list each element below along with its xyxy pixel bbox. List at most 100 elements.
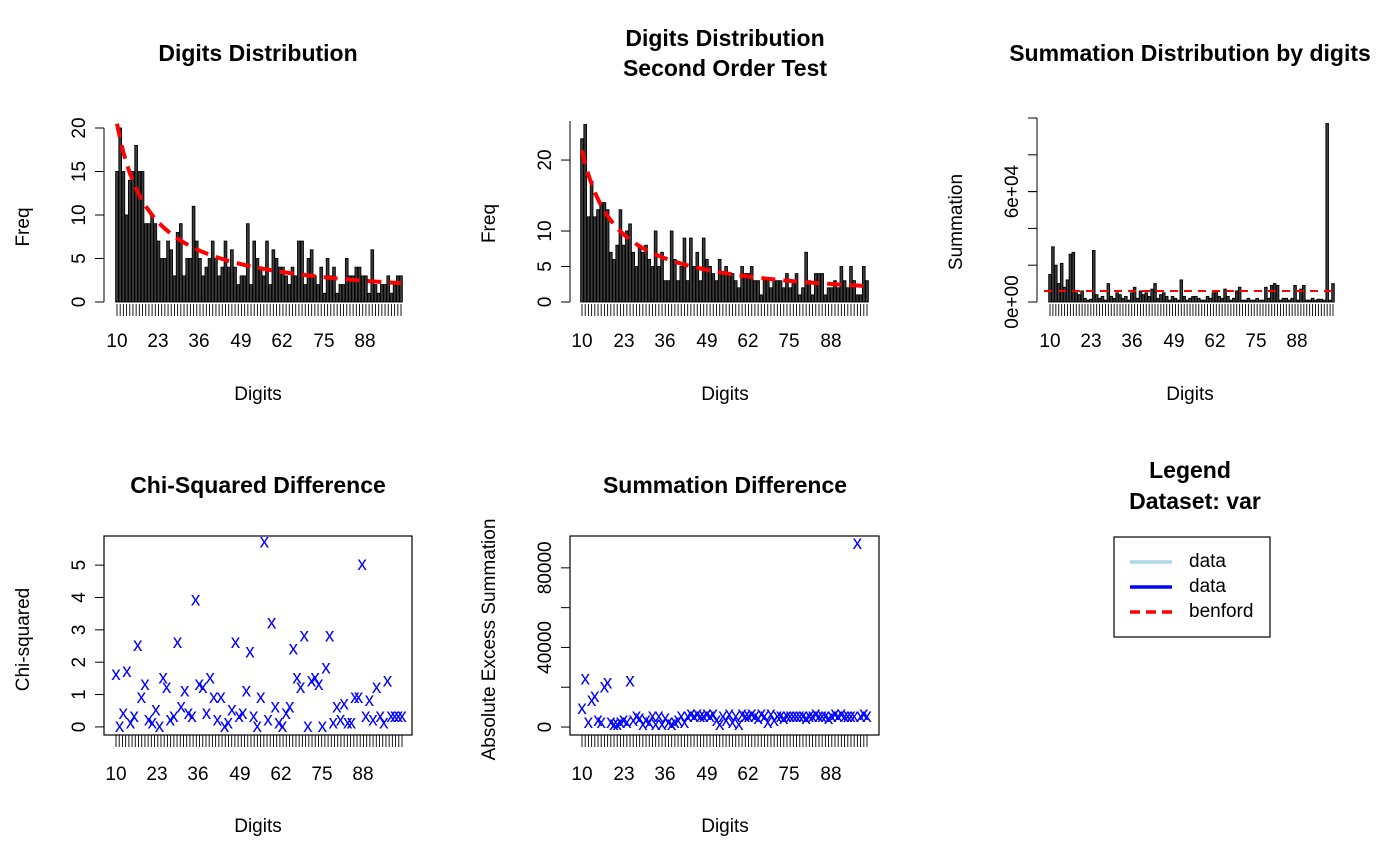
data-point: x xyxy=(667,714,677,735)
bar xyxy=(242,275,247,303)
data-point: x xyxy=(187,706,197,727)
data-point: x xyxy=(798,706,808,727)
bar xyxy=(204,266,209,303)
bar xyxy=(143,223,148,303)
bar xyxy=(1313,299,1318,303)
data-point: x xyxy=(712,710,722,731)
bar xyxy=(641,251,645,303)
bar xyxy=(210,240,215,303)
bar xyxy=(191,205,196,303)
bar xyxy=(1109,296,1114,303)
data-point: x xyxy=(307,671,317,692)
data-point: x xyxy=(155,716,165,737)
bar xyxy=(1202,299,1207,303)
bar xyxy=(1182,296,1186,303)
bar xyxy=(396,275,400,303)
x-tick-label: 62 xyxy=(271,331,292,352)
data-point: x xyxy=(715,714,725,735)
data-point: x xyxy=(731,706,741,727)
y-axis-label: Summation xyxy=(946,174,967,270)
bar xyxy=(220,266,225,303)
bar xyxy=(740,266,744,303)
plot-frame xyxy=(569,535,880,736)
data-point: x xyxy=(776,706,786,727)
bar xyxy=(865,280,869,303)
y-axis-label: Freq xyxy=(479,204,500,243)
bar xyxy=(357,266,362,303)
data-point: x xyxy=(328,713,338,734)
x-tick-label: 10 xyxy=(105,764,126,785)
x-tick-label: 10 xyxy=(571,764,592,785)
bar xyxy=(1083,297,1087,303)
bar xyxy=(596,209,600,303)
x-tick-label: 88 xyxy=(354,331,375,352)
data-point: x xyxy=(129,706,139,727)
data-point: x xyxy=(245,642,255,663)
bar xyxy=(1269,284,1274,303)
x-tick-label: 49 xyxy=(1163,331,1184,352)
second-order-chart: Digits Distribution Second Order Test 0 5 10… xyxy=(479,25,869,405)
y-tick-label: 10 xyxy=(535,220,556,241)
bar xyxy=(1121,297,1125,303)
data-point: x xyxy=(725,704,735,725)
benford-line xyxy=(115,123,402,286)
data-point: x xyxy=(151,700,161,721)
bar xyxy=(1080,290,1084,303)
bar xyxy=(389,292,394,303)
bar xyxy=(217,275,221,303)
data-point: x xyxy=(590,686,600,707)
data-point: x xyxy=(859,704,869,725)
data-point: x xyxy=(747,704,757,725)
x-tick-label: 75 xyxy=(311,764,332,785)
data-point: x xyxy=(661,708,671,729)
bar xyxy=(1071,251,1076,303)
data-point: x xyxy=(281,703,291,724)
data-point: x xyxy=(336,709,346,730)
bar xyxy=(1272,283,1277,303)
bar xyxy=(383,284,387,303)
data-point: x xyxy=(808,706,818,727)
data-point: x xyxy=(350,687,360,708)
bar xyxy=(1243,299,1248,303)
data-point: x xyxy=(213,709,223,730)
data-point: x xyxy=(638,714,648,735)
data-point: x xyxy=(853,533,863,554)
bar xyxy=(852,280,856,303)
bar xyxy=(1147,296,1151,303)
bar xyxy=(201,275,205,303)
bar xyxy=(833,280,837,303)
data-point: x xyxy=(176,697,186,718)
data-point: x xyxy=(278,716,288,737)
x-tick-label: 75 xyxy=(778,331,799,352)
data-point: x xyxy=(314,674,324,695)
bar xyxy=(1261,299,1265,303)
bar xyxy=(1144,292,1149,303)
data-point: x xyxy=(249,706,259,727)
bar xyxy=(788,287,792,303)
bar xyxy=(277,266,282,303)
bar xyxy=(233,266,237,303)
bar xyxy=(1132,286,1137,303)
data-point: x xyxy=(641,710,651,731)
y-tick-label: 4 xyxy=(69,592,90,603)
bar xyxy=(682,237,687,303)
x-tick-label: 49 xyxy=(696,331,717,352)
chart-title: Summation Difference xyxy=(603,472,847,498)
bar xyxy=(1074,292,1079,303)
data-point: x xyxy=(296,677,306,698)
data-point: x xyxy=(721,710,731,731)
data-point: x xyxy=(856,706,866,727)
bar xyxy=(657,266,661,303)
data-point: x xyxy=(734,714,744,735)
bar xyxy=(1051,246,1055,303)
bar xyxy=(1188,297,1192,303)
bar xyxy=(769,287,773,303)
bar xyxy=(1164,296,1169,303)
bar xyxy=(287,284,292,303)
bar xyxy=(188,258,193,303)
bar xyxy=(663,280,668,303)
bar xyxy=(1322,299,1326,303)
data-point: x xyxy=(846,706,856,727)
data-point: x xyxy=(709,704,719,725)
bar xyxy=(341,284,346,303)
